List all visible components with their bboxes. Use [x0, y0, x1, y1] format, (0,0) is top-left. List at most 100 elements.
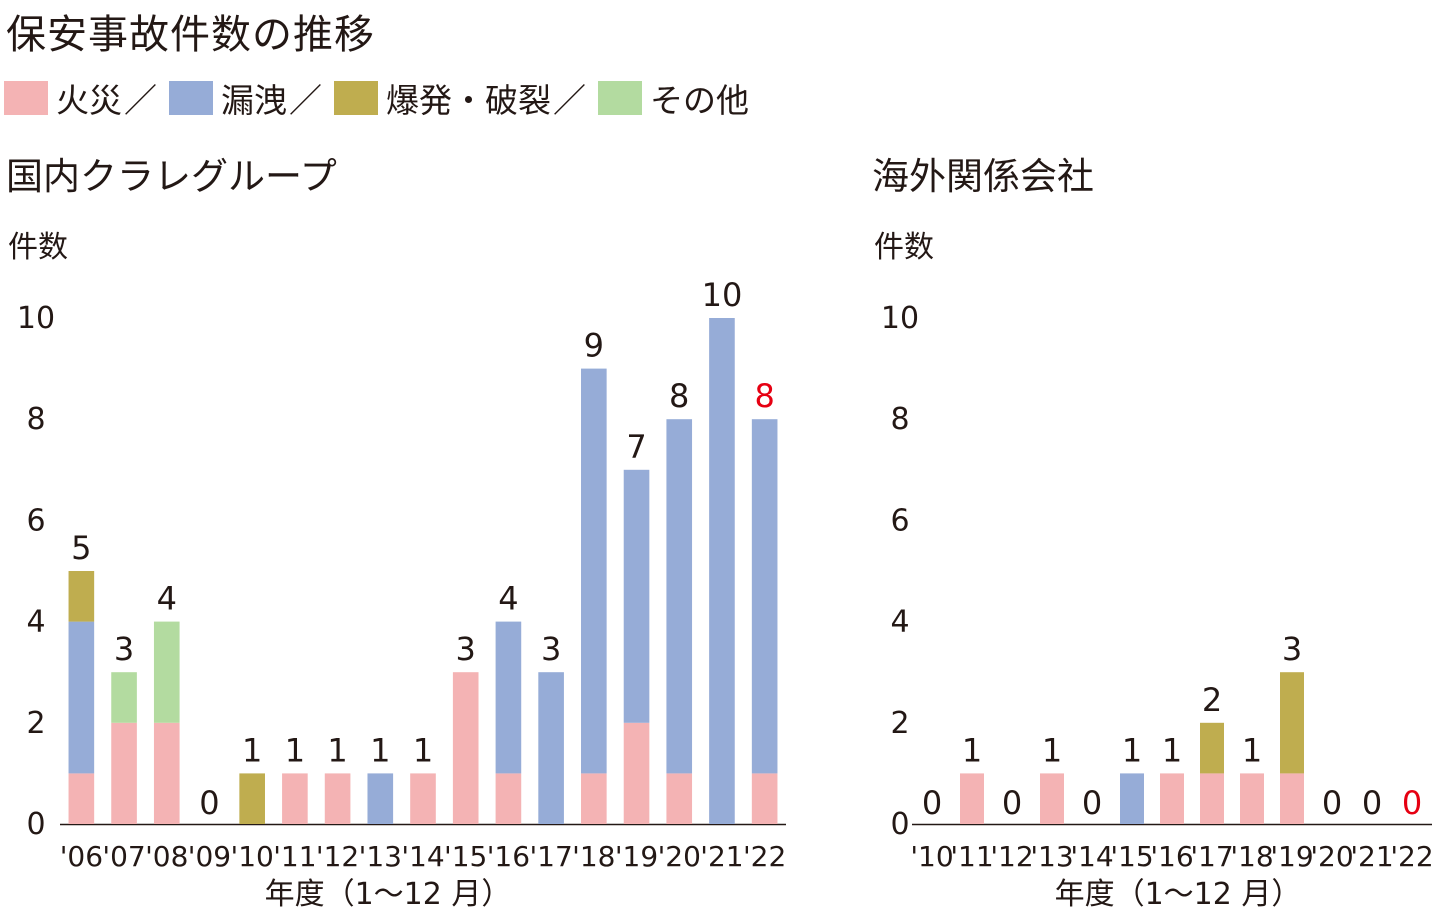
overseas-x-tick-label: '18: [1230, 840, 1273, 873]
legend-separator: ／: [553, 81, 586, 120]
overseas-bar-16-series-0: [1160, 773, 1184, 824]
domestic-bar-20-series-0: [666, 773, 693, 824]
domestic-bar-07-series-0: [111, 722, 137, 824]
domestic-bar-16-series-1: [495, 621, 522, 774]
domestic-bar-total-label: 1: [413, 731, 433, 769]
domestic-bar-total-label: 5: [71, 529, 91, 567]
legend-item-leak: 漏洩 ／: [169, 74, 334, 122]
domestic-x-tick-label: '18: [572, 840, 615, 873]
domestic-bar-18-series-1: [581, 368, 607, 774]
overseas-bar-total-label: 0: [1322, 784, 1342, 822]
overseas-x-tick-label: '12: [990, 840, 1033, 873]
domestic-x-tick-label: '12: [316, 840, 359, 873]
domestic-x-tick-label: '06: [60, 840, 103, 873]
domestic-bar-total-label: 10: [702, 276, 743, 314]
overseas-bar-15-series-1: [1120, 773, 1144, 824]
overseas-y-axis-label: 件数: [874, 230, 934, 265]
domestic-x-tick-label: '20: [658, 840, 701, 873]
domestic-x-tick-label: '11: [273, 840, 316, 873]
domestic-bar-20-series-1: [666, 419, 693, 774]
overseas-y-tick-label: 10: [881, 301, 919, 336]
overseas-bar-19-series-2: [1280, 672, 1304, 774]
overseas-y-tick-label: 0: [890, 807, 909, 842]
overseas-bar-18-series-0: [1240, 773, 1264, 824]
domestic-bar-total-label: 1: [327, 731, 347, 769]
domestic-bar-11-series-0: [282, 773, 308, 824]
domestic-bar-total-label: 4: [157, 580, 177, 618]
domestic-x-tick-label: '19: [615, 840, 658, 873]
overseas-x-tick-label: '17: [1190, 840, 1233, 873]
domestic-x-tick-label: '17: [529, 840, 572, 873]
domestic-bar-total-label: 7: [626, 428, 646, 466]
overseas-y-tick-label: 8: [890, 402, 909, 437]
domestic-bar-08-series-3: [153, 621, 180, 723]
domestic-x-tick-label: '10: [231, 840, 274, 873]
domestic-x-tick-label: '14: [401, 840, 444, 873]
domestic-bar-16-series-0: [495, 773, 522, 824]
domestic-y-tick-label: 0: [26, 807, 45, 842]
domestic-x-tick-label: '07: [102, 840, 145, 873]
overseas-bar-17-series-0: [1200, 773, 1224, 824]
legend-label-leak: 漏洩: [221, 81, 287, 120]
domestic-bar-total-label: 9: [584, 327, 604, 365]
overseas-bar-total-label: 0: [1362, 784, 1382, 822]
domestic-bar-total-label: 0: [199, 784, 219, 822]
domestic-bar-21-series-1: [709, 318, 735, 824]
domestic-bar-13-series-1: [367, 773, 394, 824]
domestic-y-tick-label: 8: [26, 402, 45, 437]
overseas-bar-total-label: 1: [1242, 731, 1262, 769]
domestic-chart-title: 国内クラレグループ: [6, 155, 337, 198]
overseas-x-tick-label: '22: [1390, 840, 1433, 873]
legend: 火災 ／ 漏洩 ／ 爆発・破裂 ／ その他: [4, 76, 749, 120]
overseas-x-tick-label: '11: [950, 840, 993, 873]
overseas-bar-total-label: 0: [1082, 784, 1102, 822]
domestic-x-tick-label: '16: [487, 840, 530, 873]
overseas-bar-total-label: 1: [1042, 731, 1062, 769]
overseas-y-tick-label: 2: [890, 706, 909, 741]
domestic-bar-total-label: 3: [456, 630, 476, 668]
domestic-x-tick-label: '08: [145, 840, 188, 873]
legend-swatch-explosion: [334, 81, 378, 115]
overseas-bar-total-label: 1: [962, 731, 982, 769]
domestic-bar-17-series-1: [538, 672, 564, 824]
overseas-bar-13-series-0: [1040, 773, 1064, 824]
domestic-bar-total-label: 1: [242, 731, 262, 769]
domestic-bar-19-series-0: [623, 722, 650, 824]
legend-swatch-fire: [4, 81, 48, 115]
overseas-bar-11-series-0: [960, 773, 984, 824]
domestic-bar-06-series-0: [68, 773, 95, 824]
domestic-bar-06-series-2: [68, 571, 95, 622]
overseas-bar-total-label: 1: [1162, 731, 1182, 769]
page-title: 保安事故件数の推移: [6, 12, 375, 58]
overseas-bar-total-label: 2: [1202, 681, 1222, 719]
overseas-bar-total-label: 0: [1002, 784, 1022, 822]
domestic-bar-total-label: 1: [370, 731, 390, 769]
legend-label-other: その他: [650, 81, 749, 120]
domestic-bar-14-series-0: [410, 773, 436, 824]
domestic-bar-12-series-0: [324, 773, 351, 824]
domestic-bar-total-label: 3: [114, 630, 134, 668]
overseas-bar-total-label: 0: [1402, 784, 1422, 822]
overseas-bar-total-label: 1: [1122, 731, 1142, 769]
domestic-bar-08-series-0: [153, 722, 180, 824]
overseas-x-tick-label: '21: [1350, 840, 1393, 873]
overseas-bar-total-label: 0: [922, 784, 942, 822]
domestic-x-tick-label: '22: [743, 840, 786, 873]
legend-item-other: その他: [598, 74, 749, 122]
legend-separator: ／: [289, 81, 322, 120]
domestic-y-tick-label: 2: [26, 706, 45, 741]
overseas-bar-17-series-2: [1200, 722, 1224, 774]
domestic-x-tick-label: '21: [700, 840, 743, 873]
domestic-bar-06-series-1: [68, 621, 95, 774]
overseas-x-tick-label: '10: [910, 840, 953, 873]
overseas-x-axis-label: 年度（1～12 月）: [1055, 877, 1302, 912]
domestic-bar-22-series-0: [751, 773, 778, 824]
domestic-bar-15-series-0: [452, 672, 479, 824]
domestic-bar-22-series-1: [751, 419, 778, 774]
domestic-bar-total-label: 8: [669, 377, 689, 415]
legend-swatch-leak: [169, 81, 213, 115]
domestic-y-axis-label: 件数: [8, 230, 68, 265]
legend-separator: ／: [124, 81, 157, 120]
legend-swatch-other: [598, 81, 642, 115]
